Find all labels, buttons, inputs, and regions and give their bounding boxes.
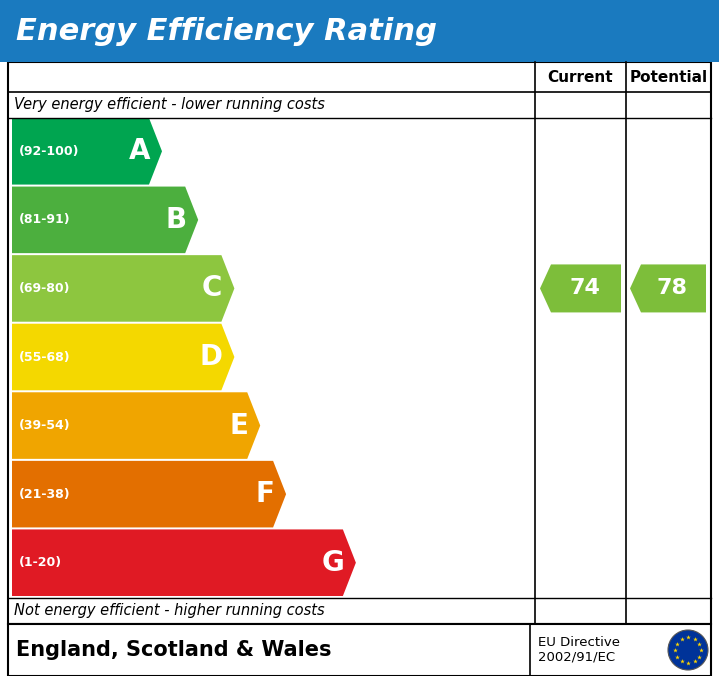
Text: Current: Current [548, 70, 613, 84]
Bar [8, 62, 711, 624]
Bar [8, 624, 711, 676]
Text: Not energy efficient - higher running costs: Not energy efficient - higher running co… [14, 604, 324, 619]
Text: C: C [202, 274, 222, 302]
Polygon shape [540, 264, 621, 312]
Text: Energy Efficiency Rating: Energy Efficiency Rating [16, 16, 437, 45]
Text: (81-91): (81-91) [19, 214, 70, 226]
Text: 78: 78 [656, 279, 687, 298]
Polygon shape [12, 255, 234, 322]
Polygon shape [12, 324, 234, 390]
Polygon shape [12, 529, 356, 596]
Text: 74: 74 [569, 279, 600, 298]
Text: (1-20): (1-20) [19, 556, 62, 569]
Text: England, Scotland & Wales: England, Scotland & Wales [16, 640, 331, 660]
Text: EU Directive: EU Directive [538, 637, 620, 650]
Text: F: F [255, 480, 274, 508]
Text: (39-54): (39-54) [19, 419, 70, 432]
Text: Potential: Potential [629, 70, 707, 84]
Text: (69-80): (69-80) [19, 282, 70, 295]
Polygon shape [630, 264, 706, 312]
Text: Very energy efficient - lower running costs: Very energy efficient - lower running co… [14, 97, 325, 112]
Bar [0, 0, 719, 62]
Text: D: D [199, 343, 222, 371]
Text: A: A [129, 137, 150, 166]
Text: E: E [229, 412, 248, 439]
Text: (21-38): (21-38) [19, 487, 70, 501]
Text: 2002/91/EC: 2002/91/EC [538, 650, 615, 664]
Polygon shape [12, 461, 286, 527]
Text: (92-100): (92-100) [19, 145, 80, 158]
Text: G: G [321, 549, 344, 577]
Text: B: B [165, 206, 186, 234]
Polygon shape [12, 392, 260, 459]
Polygon shape [12, 187, 198, 253]
Polygon shape [12, 118, 162, 185]
Circle shape [668, 630, 708, 670]
Text: (55-68): (55-68) [19, 350, 70, 364]
